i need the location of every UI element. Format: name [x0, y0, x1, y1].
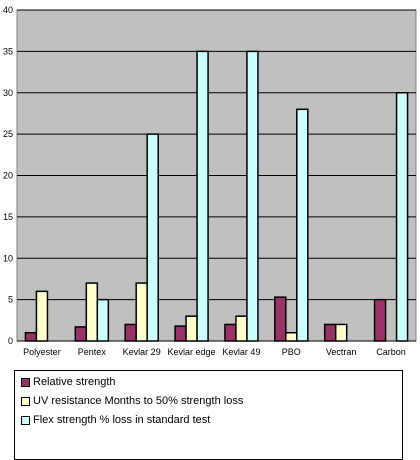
x-tick-label: Polyester	[23, 347, 61, 357]
bar-uv-resistance	[185, 315, 198, 342]
legend: Relative strength UV resistance Months t…	[14, 370, 403, 460]
x-axis-ticks: Polyester Pentex Kevlar 29 Kevlar edge Kevla…	[23, 347, 406, 357]
bar-uv-resistance	[235, 315, 248, 342]
legend-swatch-uv-resistance	[21, 396, 30, 406]
bar-flex-strength	[146, 133, 159, 342]
legend-item-relative-strength: Relative strength	[21, 374, 116, 390]
bar-uv-resistance	[285, 331, 298, 342]
x-tick-label: Kevlar edge	[168, 347, 216, 357]
bar-chart: 0 5 10 15 20 25 30 35 40 Polyester Pentex Kevlar 2…	[3, 5, 417, 357]
legend-swatch-flex-strength	[21, 415, 30, 425]
x-tick-label: Kevlar 49	[222, 347, 260, 357]
y-axis-ticks: 0 5 10 15 20 25 30 35 40	[3, 5, 13, 346]
bar-uv-resistance	[35, 290, 49, 342]
bar-flex-strength	[96, 298, 110, 342]
bar-relative-strength	[124, 323, 137, 342]
x-tick-label: Kevlar 29	[123, 347, 161, 357]
y-tick-label: 0	[8, 336, 13, 346]
y-tick-label: 25	[3, 129, 13, 139]
legend-label: Relative strength	[33, 376, 116, 388]
y-tick-label: 5	[8, 295, 13, 305]
bar-flex-strength	[296, 108, 309, 342]
legend-swatch-relative-strength	[21, 377, 30, 387]
bar-relative-strength	[373, 298, 387, 342]
bar-flex-strength	[246, 50, 259, 342]
x-tick-label: Carbon	[376, 347, 406, 357]
bars	[24, 50, 409, 342]
x-tick-label: PBO	[282, 347, 301, 357]
legend-item-flex-strength: Flex strength % loss in standard test	[21, 412, 210, 428]
bar-relative-strength	[174, 325, 187, 342]
bar-uv-resistance	[334, 323, 348, 342]
legend-label: UV resistance Months to 50% strength los…	[33, 395, 244, 407]
bar-uv-resistance	[85, 282, 99, 342]
bar-relative-strength	[24, 331, 38, 342]
y-tick-label: 15	[3, 212, 13, 222]
bar-relative-strength	[224, 323, 237, 342]
bar-relative-strength	[323, 323, 337, 342]
y-tick-label: 20	[3, 171, 13, 181]
y-tick-label: 10	[3, 253, 13, 263]
y-tick-label: 35	[3, 46, 13, 56]
y-tick-label: 40	[3, 5, 13, 15]
x-tick-label: Pentex	[78, 347, 107, 357]
bar-relative-strength	[274, 296, 287, 342]
legend-label: Flex strength % loss in standard test	[33, 414, 211, 426]
bar-uv-resistance	[135, 282, 148, 342]
bar-flex-strength	[395, 92, 409, 342]
bar-relative-strength	[74, 326, 88, 342]
y-tick-label: 30	[3, 88, 13, 98]
bar-flex-strength	[196, 50, 209, 342]
legend-item-uv-resistance: UV resistance Months to 50% strength los…	[21, 393, 243, 409]
x-tick-label: Vectran	[326, 347, 357, 357]
